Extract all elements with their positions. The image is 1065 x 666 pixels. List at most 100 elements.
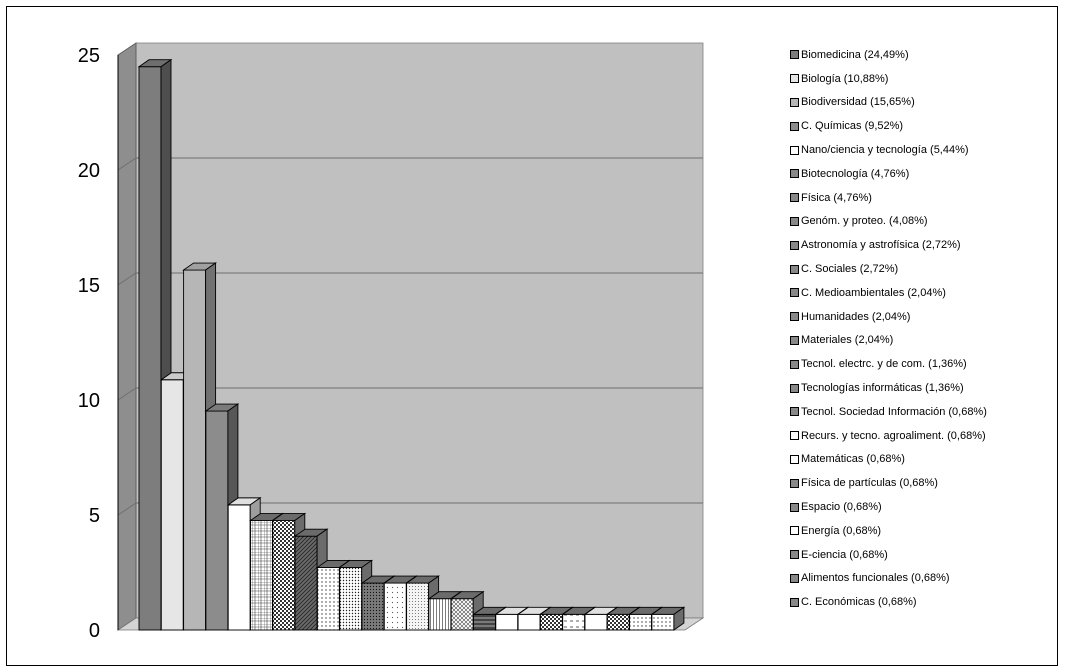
legend-item: Humanidades (2,04%) — [790, 305, 1060, 329]
legend-item: Tecnologías informáticas (1,36%) — [790, 376, 1060, 400]
legend-swatch — [790, 502, 799, 512]
legend-label: Nano/ciencia y tecnología (5,44%) — [801, 144, 969, 157]
legend-swatch — [790, 454, 799, 464]
legend-swatch — [790, 383, 799, 393]
legend-swatch — [790, 74, 799, 84]
bar-front — [651, 613, 675, 631]
bar-front — [495, 613, 519, 631]
bar-front — [294, 535, 318, 631]
legend-swatch — [790, 573, 799, 583]
legend-item: Nano/ciencia y tecnología (5,44%) — [790, 138, 1060, 162]
legend-swatch — [790, 335, 799, 345]
legend-item: C. Sociales (2,72%) — [790, 257, 1060, 281]
bar-front — [227, 504, 251, 631]
legend-label: Tecnol. Sociedad Información (0,68%) — [801, 405, 987, 418]
legend: Biomedicina (24,49%) Biología (10,88%) Bio… — [790, 43, 1060, 614]
bar-front — [450, 598, 474, 631]
legend-label: Biodiversidad (15,65%) — [801, 96, 915, 109]
y-gridline — [117, 157, 703, 171]
legend-label: Alimentos funcionales (0,68%) — [801, 572, 950, 585]
legend-swatch — [790, 597, 799, 607]
bar-front — [629, 613, 653, 631]
legend-swatch — [790, 288, 799, 298]
legend-item: Biología (10,88%) — [790, 67, 1060, 91]
legend-item: Recurs. y tecno. agroaliment. (0,68%) — [790, 424, 1060, 448]
bar-front — [539, 613, 563, 631]
legend-swatch — [790, 121, 799, 131]
legend-item: Astronomía y astrofísica (2,72%) — [790, 233, 1060, 257]
legend-label: Materiales (2,04%) — [801, 334, 894, 347]
legend-label: Biomedicina (24,49%) — [801, 48, 909, 61]
legend-item: Biotecnología (4,76%) — [790, 162, 1060, 186]
legend-item: Genóm. y proteo. (4,08%) — [790, 210, 1060, 234]
legend-label: Energía (0,68%) — [801, 524, 882, 537]
bar-front — [272, 520, 296, 631]
legend-label: Humanidades (2,04%) — [801, 310, 911, 323]
y-tick-label: 20 — [78, 160, 100, 182]
legend-swatch — [790, 478, 799, 488]
legend-swatch — [790, 193, 799, 203]
bar-side — [673, 606, 685, 631]
legend-item: Tecnol. Sociedad Información (0,68%) — [790, 400, 1060, 424]
bar-front — [584, 613, 608, 631]
y-gridline — [117, 272, 703, 286]
legend-label: E-ciencia (0,68%) — [801, 548, 888, 561]
legend-swatch — [790, 240, 799, 250]
legend-label: Biología (10,88%) — [801, 72, 889, 85]
bar-front — [250, 520, 273, 631]
bar-front — [606, 613, 630, 631]
legend-swatch — [790, 50, 799, 60]
bar-front — [205, 410, 229, 631]
y-gridline — [117, 387, 703, 401]
legend-item: Física de partículas (0,68%) — [790, 471, 1060, 495]
bar-front — [316, 566, 340, 631]
legend-label: Física de partículas (0,68%) — [801, 477, 938, 490]
legend-label: Recurs. y tecno. agroaliment. (0,68%) — [801, 429, 986, 442]
legend-label: Matemáticas (0,68%) — [801, 453, 905, 466]
legend-item: C. Económicas (0,68%) — [790, 590, 1060, 614]
bar — [605, 606, 641, 631]
bar — [182, 262, 218, 631]
y-tick-label: 25 — [78, 45, 100, 67]
legend-swatch — [790, 550, 799, 560]
legend-label: Espacio (0,68%) — [801, 501, 882, 514]
bar-front — [339, 566, 363, 631]
legend-swatch — [790, 97, 799, 107]
plot-side-wall — [117, 42, 137, 631]
y-tick-label: 5 — [89, 505, 100, 527]
bar-front — [562, 613, 586, 631]
y-tick-label: 0 — [89, 620, 100, 642]
legend-label: Biotecnología (4,76%) — [801, 167, 910, 180]
bar-front — [428, 598, 452, 631]
legend-label: C. Medioambientales (2,04%) — [801, 286, 946, 299]
bar-front — [361, 582, 385, 631]
legend-item: C. Químicas (9,52%) — [790, 114, 1060, 138]
legend-label: Física (4,76%) — [801, 191, 872, 204]
legend-item: Matemáticas (0,68%) — [790, 448, 1060, 472]
y-tick-label: 10 — [78, 390, 100, 412]
legend-label: C. Económicas (0,68%) — [801, 596, 917, 609]
legend-item: Biomedicina (24,49%) — [790, 43, 1060, 67]
legend-item: Biodiversidad (15,65%) — [790, 91, 1060, 115]
bar-front — [473, 613, 496, 631]
legend-swatch — [790, 526, 799, 536]
legend-item: Física (4,76%) — [790, 186, 1060, 210]
legend-swatch — [790, 359, 799, 369]
legend-label: Genóm. y proteo. (4,08%) — [801, 215, 928, 228]
legend-item: Alimentos funcionales (0,68%) — [790, 567, 1060, 591]
bar-front — [517, 613, 541, 631]
legend-label: C. Químicas (9,52%) — [801, 120, 904, 133]
legend-swatch — [790, 145, 799, 155]
bar-front — [138, 66, 162, 631]
bar-front — [383, 582, 407, 631]
legend-swatch — [790, 431, 799, 441]
legend-item: Materiales (2,04%) — [790, 329, 1060, 353]
legend-swatch — [790, 407, 799, 417]
bar-chart: 0 5 10 15 20 25 — [78, 42, 705, 642]
y-gridline — [117, 502, 703, 516]
legend-swatch — [790, 312, 799, 322]
legend-swatch — [790, 169, 799, 179]
legend-item: C. Medioambientales (2,04%) — [790, 281, 1060, 305]
bar — [650, 606, 686, 631]
y-tick-label: 15 — [78, 275, 100, 297]
